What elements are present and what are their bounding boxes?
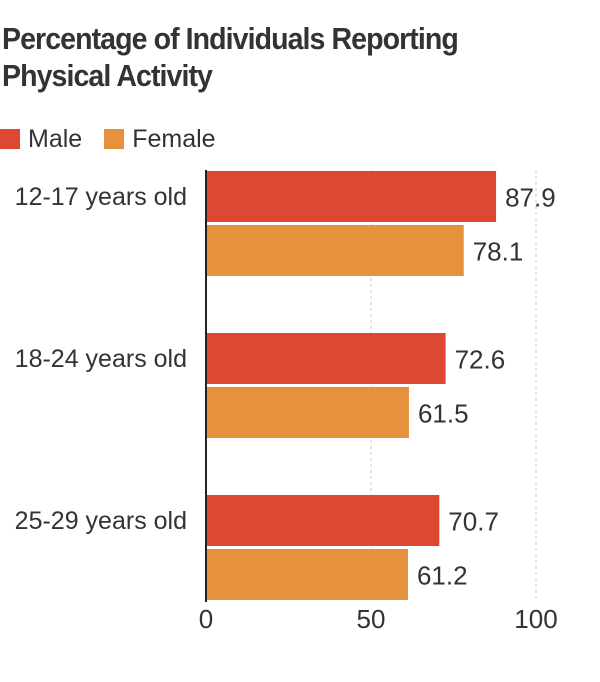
data-label: 61.5 — [418, 399, 469, 429]
legend-swatch-male — [0, 129, 20, 149]
data-label: 70.7 — [448, 507, 499, 537]
category-label: 12-17 years old — [15, 183, 187, 211]
bar-male — [206, 333, 446, 384]
chart-title: Percentage of Individuals Reporting Phys… — [2, 21, 459, 93]
category-label: 18-24 years old — [15, 345, 187, 373]
x-tick-label: 50 — [357, 604, 386, 634]
data-label: 72.6 — [455, 345, 506, 375]
data-label: 61.2 — [417, 561, 468, 591]
x-tick-label: 100 — [514, 604, 557, 634]
legend-item-female: Female — [104, 124, 216, 154]
category-label: 25-29 years old — [15, 507, 187, 535]
bar-female — [206, 387, 409, 438]
bar-female — [206, 225, 464, 276]
data-label: 78.1 — [473, 237, 524, 267]
legend-label-female: Female — [132, 124, 216, 153]
bar-male — [206, 495, 440, 546]
x-tick-label: 0 — [199, 604, 213, 634]
legend: Male Female — [0, 124, 238, 154]
bar-male — [206, 171, 497, 222]
legend-label-male: Male — [28, 124, 83, 153]
bar-female — [206, 549, 408, 600]
legend-swatch-female — [104, 129, 125, 149]
data-label: 87.9 — [505, 183, 556, 213]
legend-item-male: Male — [0, 125, 82, 154]
